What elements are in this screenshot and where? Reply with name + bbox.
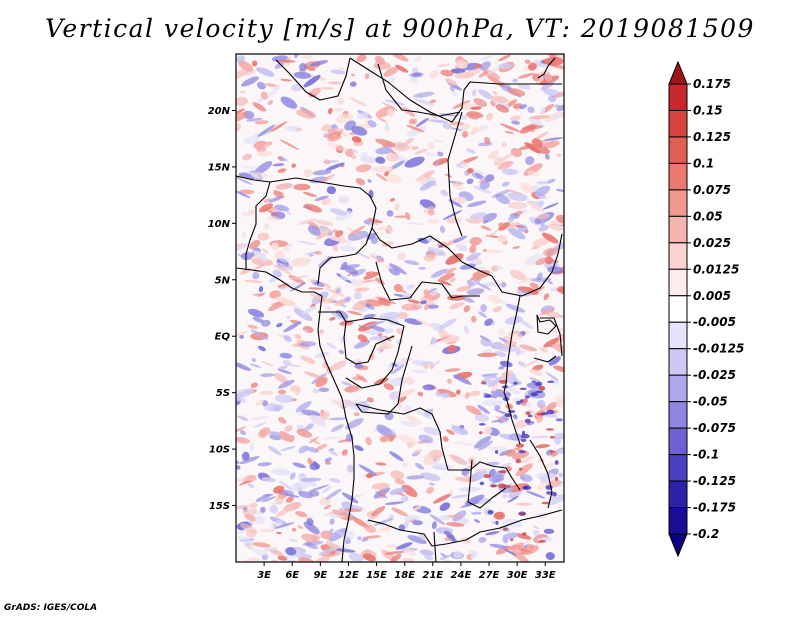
colorbar-label: 0.15: [693, 103, 723, 117]
vertical-velocity-field: [236, 54, 564, 562]
lon-tick-label: 9E: [313, 570, 327, 581]
colorbar-segment: [668, 454, 688, 482]
colorbar-label: -0.1: [693, 448, 719, 462]
colorbar-label: 0.125: [693, 130, 731, 144]
colorbar-label: -0.2: [693, 527, 719, 541]
colorbar-top-arrow: [668, 60, 688, 85]
lon-tick-label: 21E: [422, 570, 443, 581]
colorbar-label: -0.0125: [693, 342, 744, 356]
lon-tick-label: 33E: [535, 570, 556, 581]
colorbar-label: -0.175: [693, 501, 736, 515]
colorbar-label: -0.075: [693, 421, 736, 435]
colorbar-segment: [668, 109, 688, 138]
colorbar-label: -0.005: [693, 315, 736, 329]
page-title: Vertical velocity [m/s] at 900hPa, VT: 2…: [45, 14, 755, 43]
colorbar-label: 0.175: [693, 77, 731, 91]
colorbar-label: 0.05: [693, 209, 723, 223]
colorbar-label: 0.005: [693, 289, 731, 303]
colorbar-segment: [668, 136, 688, 164]
colorbar-segment: [668, 348, 688, 376]
grads-credit: GrADS: IGES/COLA: [4, 603, 98, 613]
colorbar-segment: [668, 242, 688, 270]
colorbar-label: -0.025: [693, 368, 736, 382]
lon-tick-label: 3E: [257, 570, 271, 581]
lat-tick-label: 20N: [208, 106, 231, 117]
colorbar-segment: [668, 507, 688, 535]
lon-tick-label: 27E: [479, 570, 500, 581]
colorbar-segment: [668, 83, 688, 111]
colorbar-segment: [668, 162, 688, 191]
latitude-ticks: 20N 15N 10N 5N EQ 5S 10S 15S: [208, 106, 236, 512]
colorbar-segment: [668, 321, 688, 350]
colorbar-segment: [668, 189, 688, 217]
colorbar-label: 0.0125: [693, 262, 739, 276]
colorbar-label: 0.1: [693, 156, 714, 170]
colorbar-segment: [668, 427, 688, 456]
lat-tick-label: 15N: [208, 162, 231, 173]
colorbar-label: -0.05: [693, 395, 728, 409]
longitude-ticks: 3E 6E 9E 12E 15E 18E 21E 24E 27E 30E 33E: [257, 562, 556, 581]
lon-tick-label: 18E: [394, 570, 415, 581]
lat-tick-label: 10S: [209, 445, 230, 456]
colorbar-bottom-arrow: [668, 533, 688, 558]
lat-tick-label: 15S: [209, 501, 230, 512]
lon-tick-label: 12E: [338, 570, 359, 581]
lon-tick-label: 15E: [366, 570, 387, 581]
lon-tick-label: 6E: [285, 570, 299, 581]
map-frame: [235, 53, 565, 563]
colorbar-segment: [668, 401, 688, 429]
lat-tick-label: EQ: [215, 332, 231, 343]
lon-tick-label: 24E: [451, 570, 472, 581]
colorbar-label: 0.025: [693, 236, 731, 250]
colorbar-segment: [668, 374, 688, 403]
colorbar-segment: [668, 215, 688, 244]
colorbar: 0.175 0.15 0.125 0.1 0.075 0.05 0.025 0.0125 0.0…: [668, 60, 744, 558]
lat-tick-label: 10N: [208, 219, 231, 230]
lon-tick-label: 30E: [507, 570, 528, 581]
colorbar-segment: [668, 295, 688, 323]
colorbar-label: 0.075: [693, 183, 731, 197]
colorbar-segment: [668, 268, 688, 297]
colorbar-segment: [668, 480, 688, 509]
lat-tick-label: 5N: [215, 275, 231, 286]
lat-tick-label: 5S: [216, 388, 230, 399]
colorbar-label: -0.125: [693, 474, 736, 488]
country-borders: [236, 57, 563, 562]
